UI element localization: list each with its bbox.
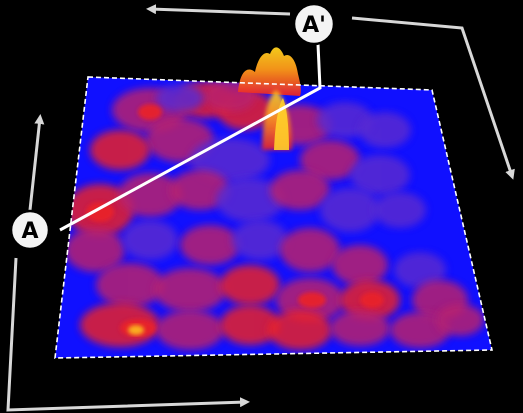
surface-bump xyxy=(332,245,388,285)
surface-peak xyxy=(238,47,301,150)
surface-bump xyxy=(220,265,280,305)
marker-start-label: A xyxy=(21,219,38,244)
surface-bump xyxy=(65,228,125,272)
surface-bump xyxy=(280,228,340,272)
surface-bump xyxy=(359,112,411,148)
arrow-top xyxy=(146,4,291,16)
surface-bump xyxy=(96,263,164,307)
surface-highlight xyxy=(86,202,114,222)
marker-end: A' xyxy=(292,2,336,46)
surface-bump xyxy=(436,304,484,336)
surface-bump xyxy=(170,170,230,210)
surface-bump xyxy=(394,252,446,288)
surface-bump xyxy=(320,188,380,232)
surface-highlight xyxy=(360,292,384,308)
surface-bump xyxy=(270,170,330,210)
surface-bump xyxy=(390,312,450,348)
surface-bumps xyxy=(65,80,484,350)
surface-bump xyxy=(180,225,240,265)
surface-bump xyxy=(216,178,284,222)
surface-bump xyxy=(374,192,426,228)
surface-bump xyxy=(122,220,178,260)
profile-line xyxy=(59,43,322,232)
marker-end-label: A' xyxy=(302,13,326,38)
surface-bump xyxy=(330,310,390,346)
surface-bump xyxy=(317,102,373,138)
surface-bump xyxy=(90,130,150,170)
surface-bump xyxy=(154,268,226,312)
surface-bump xyxy=(156,310,224,350)
arrow-left xyxy=(28,114,45,211)
surface-highlight xyxy=(298,292,326,308)
orientation-arrows xyxy=(6,4,515,412)
surface-highlight xyxy=(138,104,162,120)
surface-bump xyxy=(118,173,182,217)
surface-hotspot xyxy=(128,325,144,335)
surface-bump xyxy=(268,310,332,350)
surface-bump xyxy=(232,220,288,260)
surface-bump xyxy=(350,155,410,195)
arrow-bottom-left xyxy=(6,257,250,412)
surface-bump xyxy=(220,305,280,345)
surface-frame xyxy=(54,76,494,359)
arrow-top-right xyxy=(351,16,515,180)
surface-bump xyxy=(156,84,204,112)
marker-start: A xyxy=(9,209,51,251)
surface-bump xyxy=(300,140,360,180)
